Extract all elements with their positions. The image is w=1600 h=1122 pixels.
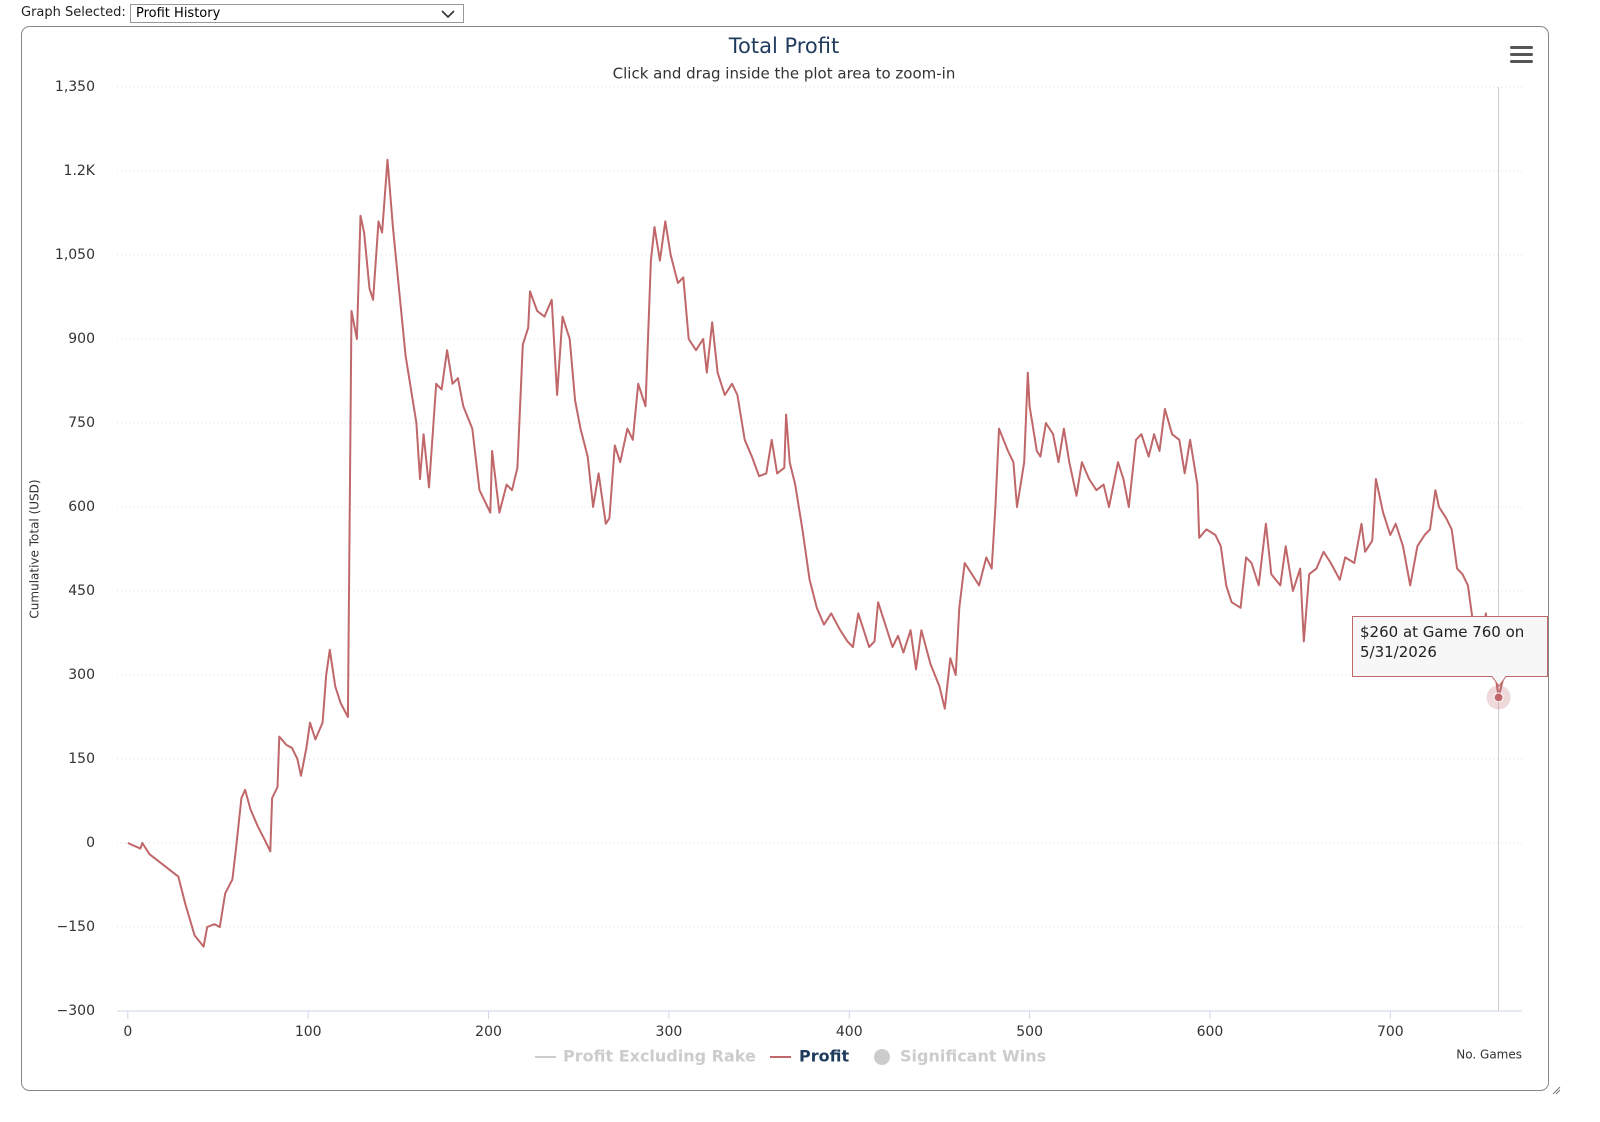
y-tick-label: 0 bbox=[86, 835, 95, 851]
graph-selected-label: Graph Selected: bbox=[21, 5, 126, 20]
y-tick-label: 300 bbox=[68, 667, 95, 683]
y-tick-label: 450 bbox=[68, 583, 95, 599]
tooltip-box bbox=[1352, 616, 1548, 687]
tooltip-body: $260 at Game 760 on 5/31/2026 bbox=[1360, 623, 1525, 661]
hover-halo bbox=[1486, 685, 1511, 710]
graph-select[interactable]: Profit History bbox=[130, 4, 464, 23]
x-axis-label: No. Games bbox=[1456, 1048, 1522, 1062]
profit-line bbox=[127, 158, 1509, 948]
y-tick-label: −300 bbox=[57, 1003, 95, 1019]
hover-point bbox=[1493, 692, 1504, 703]
chart-subtitle: Click and drag inside the plot area to z… bbox=[613, 65, 956, 83]
x-tick-label: 500 bbox=[1016, 1024, 1043, 1040]
legend-item: Significant Wins bbox=[900, 1047, 1046, 1066]
tooltip-text: $260 at Game 760 on 5/31/2026 bbox=[1360, 623, 1525, 661]
legend-item: Profit bbox=[799, 1047, 849, 1066]
y-tick-label: 1,050 bbox=[55, 247, 95, 263]
x-tick-label: 0 bbox=[123, 1024, 132, 1040]
x-tick-label: 100 bbox=[295, 1024, 322, 1040]
menu-icon[interactable] bbox=[1510, 46, 1533, 63]
y-tick-label: 600 bbox=[68, 499, 95, 515]
chart-frame bbox=[21, 26, 1549, 1091]
y-tick-label: 1,350 bbox=[55, 79, 95, 95]
y-tick-label: 1.2K bbox=[64, 163, 96, 179]
chart-title: Total Profit bbox=[728, 34, 840, 58]
x-tick-label: 400 bbox=[836, 1024, 863, 1040]
select-value: Profit History bbox=[136, 6, 221, 21]
x-tick-label: 300 bbox=[656, 1024, 683, 1040]
x-tick-label: 700 bbox=[1377, 1024, 1404, 1040]
dropdown-arrow bbox=[441, 10, 455, 19]
y-tick-label: 900 bbox=[68, 331, 95, 347]
y-axis-label: Cumulative Total (USD) bbox=[28, 479, 42, 618]
y-tick-label: −150 bbox=[57, 919, 95, 935]
legend-symbol bbox=[874, 1049, 890, 1065]
y-tick-label: 150 bbox=[68, 751, 95, 767]
x-tick-label: 200 bbox=[475, 1024, 502, 1040]
y-tick-label: 750 bbox=[68, 415, 95, 431]
tooltip: $260 at Game 760 on 5/31/2026 bbox=[1352, 616, 1548, 687]
resize-handle bbox=[1552, 1086, 1561, 1095]
x-tick-label: 600 bbox=[1197, 1024, 1224, 1040]
legend-item: Profit Excluding Rake bbox=[563, 1047, 756, 1066]
